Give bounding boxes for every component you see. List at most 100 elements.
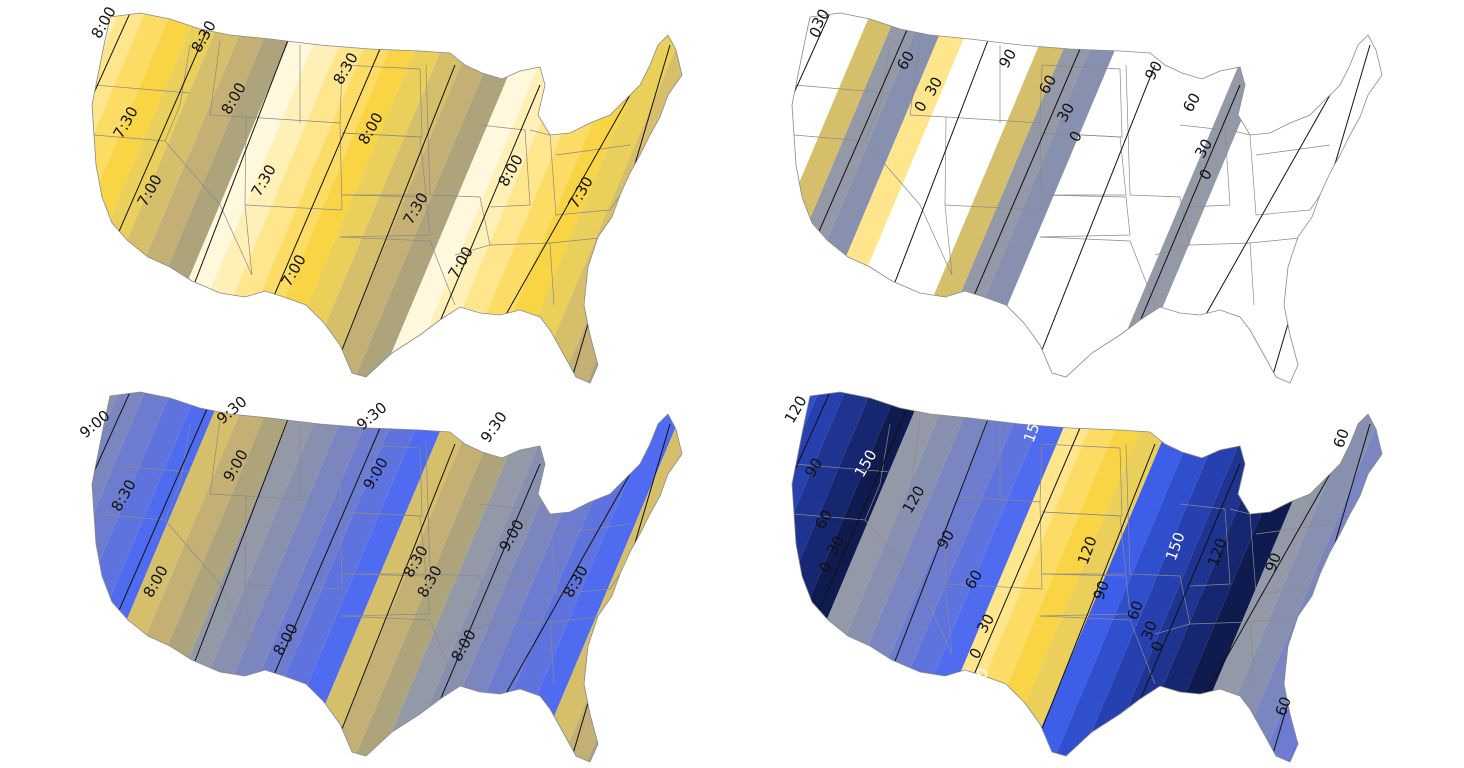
shading-band [896, 13, 1082, 383]
state-border [1039, 573, 1131, 617]
state-border [339, 573, 431, 617]
shading-band [92, 392, 174, 762]
state-border [341, 511, 427, 575]
map-daylight-difference-full: 120 90 60 30 0 150 120 90 60 30 0 150 150 120 90 60 30 0 1… [770, 384, 1430, 764]
state-borders [93, 40, 661, 306]
isolines [92, 392, 671, 762]
state-border [164, 140, 253, 276]
shading-band [870, 392, 1056, 762]
isoline-label: 60 [1330, 426, 1353, 450]
shading-band [92, 13, 148, 383]
shading-band [1390, 5, 1430, 385]
shading-band [792, 13, 900, 383]
map-canvas: 1209060300150120906030015015012090603001… [781, 384, 1430, 764]
shading-band [690, 5, 730, 385]
shading-band [1078, 392, 1264, 762]
shading-band [1052, 13, 1238, 383]
shading-band [792, 13, 926, 383]
shading-band [792, 13, 796, 383]
isoline [269, 427, 381, 685]
state-border [1255, 588, 1311, 595]
state-border [555, 209, 611, 216]
isoline [1129, 463, 1241, 725]
isoline [1199, 473, 1331, 705]
map-daylight-difference-small: 0 30 60 0 30 90 60 30 0 90 60 30 0 [770, 5, 1430, 385]
isolines [792, 13, 1371, 383]
shading-band [1208, 392, 1382, 762]
state-border [1039, 443, 1043, 503]
map-canvas: 9:00 9:30 9:30 9:308:309:00 9:009:008:00 8:30… [76, 384, 730, 764]
shading-band [792, 392, 848, 762]
map-sunrise-standard: 8:00 8:30 8:00 8:30 7:30 8:00 7:00 7:30 7:30 8:00… [70, 5, 730, 385]
shading-band [716, 5, 730, 385]
shading-band [92, 392, 96, 762]
isoline [889, 413, 991, 675]
state-border [793, 463, 891, 473]
state-border [1041, 511, 1127, 575]
isoline-label: 60 [1124, 598, 1147, 622]
country-outline [91, 12, 683, 384]
state-border [479, 503, 531, 587]
state-border [1125, 443, 1131, 575]
shading-band [222, 13, 408, 383]
isoline-label: 90 [1090, 578, 1113, 602]
shading-band [870, 13, 1056, 383]
isoline [969, 48, 1081, 306]
state-border [555, 523, 631, 535]
state-border [864, 423, 891, 521]
state-border [164, 519, 253, 655]
shading-band [92, 13, 174, 383]
shading-band [92, 392, 226, 762]
state-border [425, 64, 431, 196]
isoline [1039, 64, 1156, 356]
shading-band [222, 392, 408, 762]
isoline-label: 30 [1138, 618, 1161, 642]
state-border [793, 513, 866, 521]
isoline [792, 13, 831, 236]
isoline [339, 443, 456, 735]
shading-band [1078, 13, 1264, 383]
shading-band [378, 13, 564, 383]
state-border [339, 194, 431, 238]
state-border [909, 40, 947, 118]
shading-band [248, 13, 434, 383]
state-border [1039, 615, 1156, 685]
isoline-label: 60 [1272, 694, 1295, 718]
shading-band [92, 392, 200, 762]
state-border [209, 40, 247, 118]
shading-band [352, 392, 538, 762]
state-border [425, 443, 431, 575]
state-border [944, 583, 1043, 590]
state-border [429, 573, 491, 635]
isoline [792, 392, 831, 615]
state-border [429, 194, 491, 256]
shading-band [248, 392, 434, 762]
shading-band [92, 13, 226, 383]
isoline [189, 413, 291, 675]
map-sunrise-shifted: 9:00 9:30 9:30 9:30 8:30 9:00 9:00 9:00 8:00 8:30… [70, 384, 730, 764]
state-border [244, 583, 343, 590]
shading-band [1390, 384, 1430, 764]
state-border [1039, 236, 1156, 306]
shading-band [170, 392, 356, 762]
isoline [499, 94, 631, 326]
state-border [1129, 194, 1191, 256]
shading-band [922, 13, 1108, 383]
isoline [1129, 84, 1241, 346]
shading-band [948, 392, 1134, 762]
shading-band [1052, 392, 1238, 762]
shading-band [716, 384, 730, 764]
shading-band [1416, 5, 1430, 385]
shading-band [948, 13, 1134, 383]
state-border [1039, 64, 1043, 124]
state-border [93, 84, 191, 94]
state-border [1129, 573, 1191, 635]
shading-band [92, 392, 148, 762]
isoline [1039, 443, 1156, 735]
isoline [1199, 94, 1331, 326]
isoline [429, 463, 541, 725]
isoline-label: 9:30 [477, 408, 511, 446]
isoline [269, 48, 381, 306]
shading-band [378, 392, 564, 762]
